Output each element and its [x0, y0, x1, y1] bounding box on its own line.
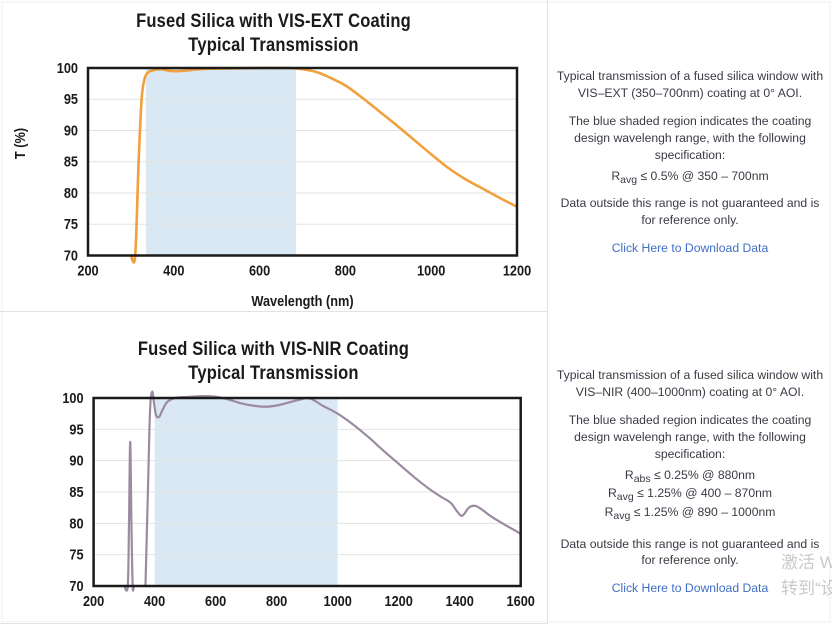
svg-text:200: 200	[83, 592, 104, 609]
svg-text:90: 90	[69, 452, 83, 469]
svg-text:1400: 1400	[446, 592, 475, 609]
svg-text:1200: 1200	[385, 592, 414, 609]
svg-text:100: 100	[62, 389, 83, 406]
svg-text:1600: 1600	[507, 592, 536, 609]
svg-text:400: 400	[144, 592, 165, 609]
svg-text:75: 75	[69, 546, 83, 563]
svg-text:80: 80	[69, 514, 83, 531]
svg-text:85: 85	[69, 483, 83, 500]
svg-text:600: 600	[205, 592, 226, 609]
svg-text:95: 95	[69, 420, 83, 437]
svg-text:800: 800	[266, 592, 287, 609]
svg-text:1000: 1000	[323, 592, 352, 609]
svg-text:70: 70	[69, 577, 83, 594]
